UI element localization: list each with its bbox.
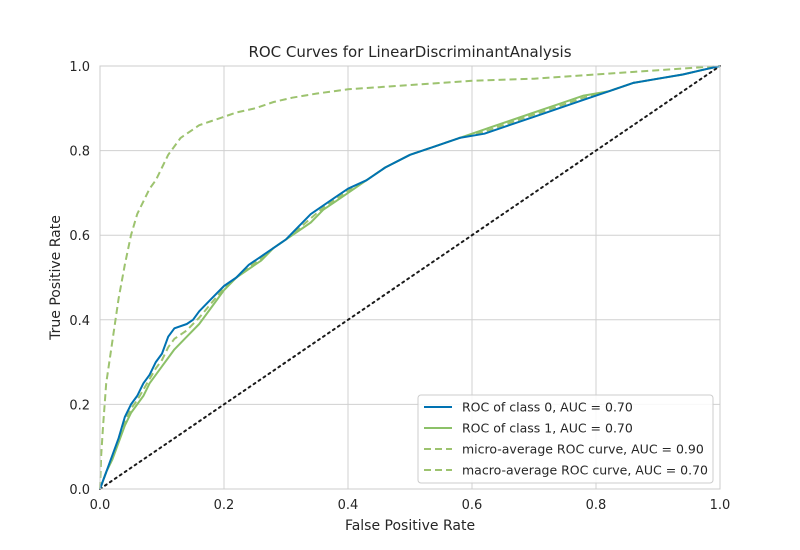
y-tick-label: 0.4 [69,314,90,329]
y-tick-label: 0.0 [69,483,90,498]
x-tick-label: 0.4 [338,498,359,513]
series-line-0 [99,65,721,490]
legend-label-3: macro-average ROC curve, AUC = 0.70 [462,463,708,478]
x-axis-label: False Positive Rate [345,518,475,534]
legend-label-2: micro-average ROC curve, AUC = 0.90 [462,442,704,457]
x-tick-label: 0.2 [214,498,235,513]
legend: ROC of class 0, AUC = 0.70 ROC of class 1… [417,394,714,484]
series-group [99,65,721,490]
y-axis-label: True Positive Rate [48,215,64,341]
x-tick-label: 0.8 [586,498,607,513]
plot-border [99,65,721,490]
series-line-2 [99,65,721,490]
y-tick-label: 1.0 [69,60,90,75]
x-tick-label: 0.0 [90,498,111,513]
x-tick-label: 1.0 [710,498,731,513]
x-tick-labels: 0.0 0.2 0.4 0.6 0.8 1.0 [90,498,731,513]
y-tick-label: 0.8 [69,145,90,160]
y-tick-label: 0.6 [69,229,90,244]
chart-title: ROC Curves for LinearDiscriminantAnalysi… [248,43,571,61]
legend-box [417,394,714,484]
legend-label-0: ROC of class 0, AUC = 0.70 [462,400,633,415]
legend-label-1: ROC of class 1, AUC = 0.70 [462,421,633,436]
y-tick-label: 0.2 [69,398,90,413]
chance-diagonal-line [99,65,721,490]
x-tick-label: 0.6 [462,498,483,513]
y-tick-labels: 0.0 0.2 0.4 0.6 0.8 1.0 [69,60,90,498]
